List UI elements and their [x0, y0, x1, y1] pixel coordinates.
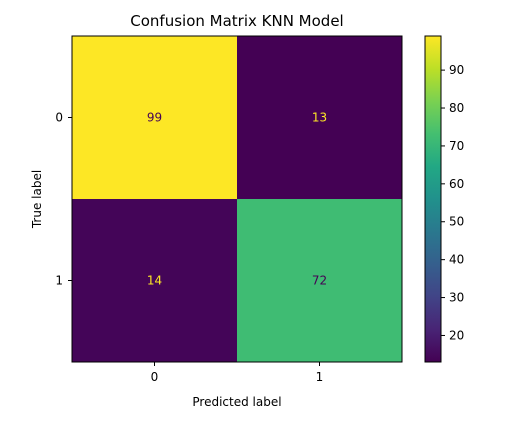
colorbar-ticks: 20 30 40 50 60 70 80 90 [441, 63, 464, 342]
heatmap-cell-0-0 [72, 36, 237, 199]
colorbar-tick-label: 60 [449, 177, 464, 191]
colorbar [424, 35, 442, 363]
cell-value-0-0: 99 [147, 111, 162, 125]
y-axis-label: True label [30, 170, 44, 229]
colorbar-tick-label: 20 [449, 328, 464, 342]
heatmap-cells [72, 36, 402, 362]
x-tick-label: 0 [151, 370, 159, 384]
colorbar-tick-label: 40 [449, 253, 464, 267]
y-axis-ticks: 01 [55, 111, 72, 288]
colorbar-tick-label: 50 [449, 215, 464, 229]
heatmap-cell-0-1 [237, 36, 402, 199]
cell-value-1-1: 72 [312, 274, 327, 288]
y-tick-label: 1 [55, 274, 63, 288]
x-axis-label: Predicted label [192, 395, 281, 409]
cell-value-1-0: 14 [147, 274, 162, 288]
heatmap-frame [71, 35, 403, 363]
x-tick-label: 1 [316, 370, 324, 384]
colorbar-tick-label: 70 [449, 139, 464, 153]
colorbar-tick-label: 90 [449, 63, 464, 77]
cell-labels: 99 13 14 72 [147, 111, 327, 288]
colorbar-tick-label: 80 [449, 101, 464, 115]
heatmap-cell-1-0 [72, 199, 237, 362]
cell-value-0-1: 13 [312, 111, 327, 125]
chart-title: Confusion Matrix KNN Model [130, 12, 343, 30]
y-tick-label: 0 [55, 111, 63, 125]
heatmap-cell-1-1 [237, 199, 402, 362]
colorbar-tick-label: 30 [449, 291, 464, 305]
